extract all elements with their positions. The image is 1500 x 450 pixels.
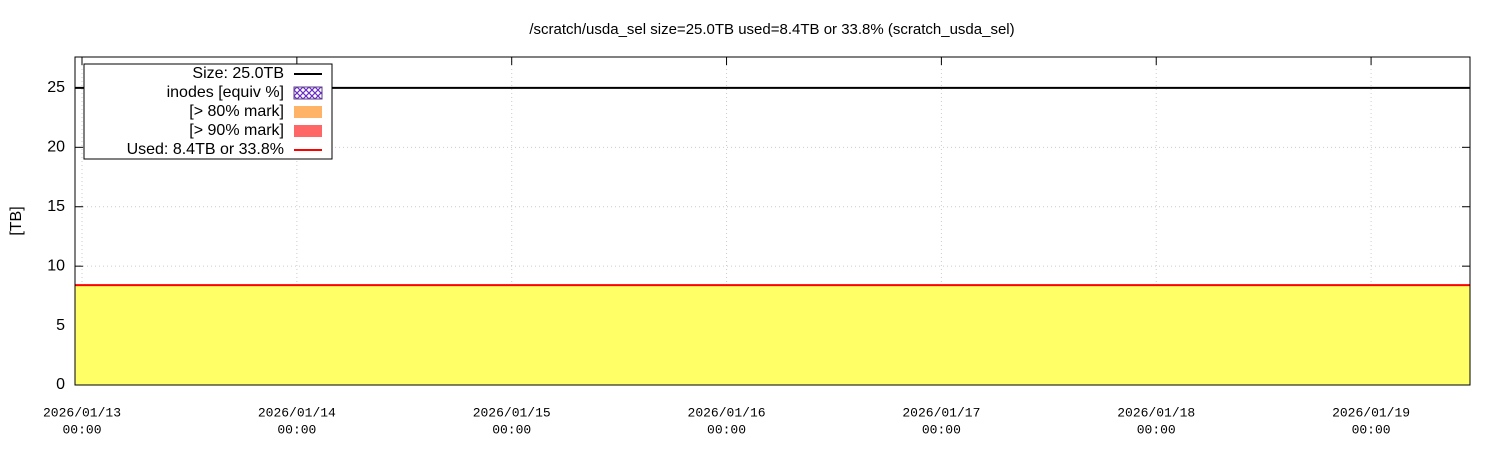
x-tick-label: 00:00 — [1137, 422, 1176, 437]
y-tick-label: 25 — [47, 79, 65, 96]
y-tick-label: 15 — [47, 198, 65, 215]
x-tick-label: 00:00 — [707, 422, 746, 437]
plot-frame — [74, 56, 1471, 386]
legend-label: Size: 25.0TB — [192, 65, 284, 82]
x-tick-label: 2026/01/13 — [43, 405, 121, 420]
y-tick-label: 5 — [56, 317, 65, 334]
y-axis-label: [TB] — [8, 206, 25, 235]
y-tick-label: 10 — [47, 257, 65, 274]
x-tick-label: 2026/01/16 — [688, 405, 766, 420]
y-tick-label: 0 — [56, 376, 65, 393]
chart-title: /scratch/usda_sel size=25.0TB used=8.4TB… — [529, 21, 1014, 38]
x-tick-label: 2026/01/15 — [473, 405, 551, 420]
legend-box — [83, 63, 333, 160]
legend-label: Used: 8.4TB or 33.8% — [127, 141, 284, 158]
legend-swatch — [293, 86, 323, 100]
x-tick-label: 00:00 — [277, 422, 316, 437]
legend-swatch — [294, 106, 322, 118]
legend-label: inodes [equiv %] — [167, 84, 284, 101]
legend-label: [> 90% mark] — [189, 122, 284, 139]
x-tick-label: 00:00 — [1352, 422, 1391, 437]
x-tick-label: 2026/01/18 — [1117, 405, 1195, 420]
x-tick-label: 00:00 — [63, 422, 102, 437]
x-tick-label: 00:00 — [492, 422, 531, 437]
legend-swatch — [294, 125, 322, 137]
x-tick-label: 2026/01/19 — [1332, 405, 1410, 420]
y-tick-label: 20 — [47, 139, 65, 156]
x-tick-label: 00:00 — [922, 422, 961, 437]
x-tick-label: 2026/01/14 — [258, 405, 336, 420]
area — [75, 285, 1470, 385]
x-tick-label: 2026/01/17 — [902, 405, 980, 420]
legend-label: [> 80% mark] — [189, 103, 284, 120]
